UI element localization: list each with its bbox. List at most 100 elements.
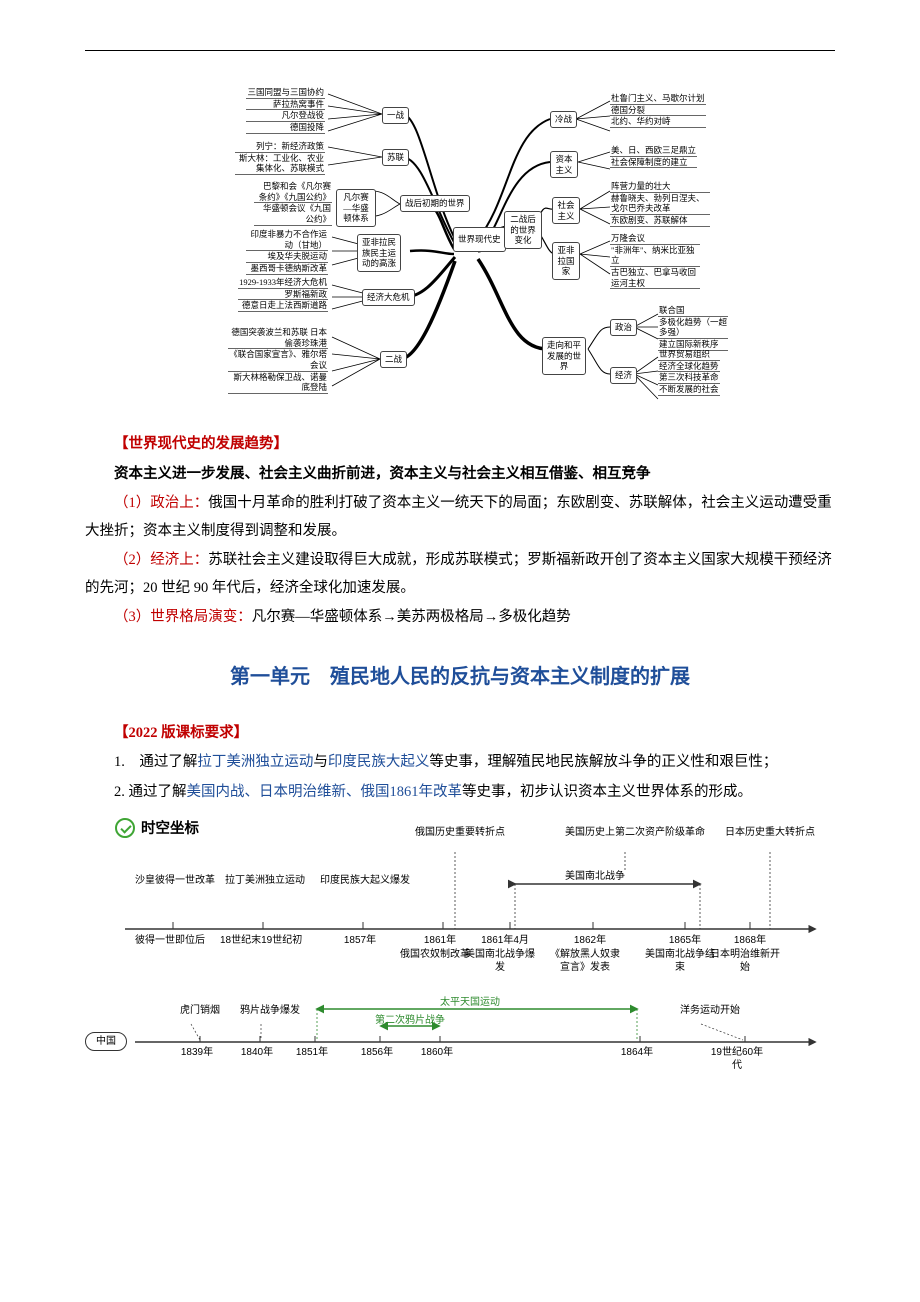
leaf: 联合国 — [658, 305, 728, 317]
leaf: 华盛顿会议《九国公约》 — [254, 203, 332, 225]
tl-label: 沙皇彼得一世改革 — [135, 874, 205, 887]
leaf: 1929-1933年经济大危机 — [238, 277, 328, 289]
mm-node-ussr: 苏联 — [382, 149, 409, 166]
trend-summary: 资本主义进一步发展、社会主义曲折前进，资本主义与社会主义相互借鉴、相互竞争 — [85, 461, 835, 489]
mm-leaves-cap: 美、日、西欧三足鼎立 社会保障制度的建立 — [610, 145, 697, 168]
tl-sub: 《解放黑人奴隶宣言》发表 — [550, 948, 620, 974]
leaf: 多极化趋势（一超多强） — [658, 317, 728, 339]
tl-label: 印度民族大起义爆发 — [320, 874, 400, 887]
mm-node-cap: 资本主义 — [550, 151, 578, 178]
mm-leaves-eco: 世界贸易组织 经济全球化趋势 第三次科技革命 不断发展的社会 — [658, 349, 720, 396]
leaf: 《联合国家宣言》、雅尔塔会议 — [228, 349, 328, 371]
leaf: 埃及华夫脱运动 — [246, 251, 328, 263]
mm-leaves-cold: 杜鲁门主义、马歇尔计划 德国分裂 北约、华约对峙 — [610, 93, 706, 128]
req-1: 1. 通过了解拉丁美洲独立运动与印度民族大起义等史事，理解殖民地民族解放斗争的正… — [85, 749, 835, 777]
mm-node-crisis: 经济大危机 — [362, 289, 415, 306]
para-pattern: （3）世界格局演变：凡尔赛—华盛顿体系→美苏两极格局→多极化趋势 — [85, 604, 835, 632]
leaf: 万隆会议 — [610, 233, 700, 245]
mindmap-diagram: 世界现代史 一战 苏联 战后初期的世界 凡尔赛—华盛顿体系 亚非拉民族民主运动的… — [190, 79, 730, 419]
leaf: 不断发展的社会 — [658, 384, 720, 396]
tl-cn-year: 1839年 — [167, 1046, 227, 1059]
leaf: 墨西哥卡德纳斯改革 — [246, 263, 328, 275]
mm-node-versailles: 凡尔赛—华盛顿体系 — [336, 189, 376, 227]
leaf: 世界贸易组织 — [658, 349, 720, 361]
tl-cn-year: 1860年 — [407, 1046, 467, 1059]
tl-cn-year: 1856年 — [347, 1046, 407, 1059]
leaf: 斯大林：工业化、农业集体化、苏联模式 — [235, 153, 325, 175]
leaf: 德意日走上法西斯道路 — [238, 300, 328, 312]
tl-war-label: 美国南北战争 — [565, 870, 625, 883]
tl-year: 1857年 — [325, 934, 395, 947]
tl-label: 拉丁美洲独立运动 — [225, 874, 295, 887]
mm-node-aal: 亚非拉民族民主运动的高涨 — [357, 234, 401, 272]
leaf: 巴黎和会《凡尔赛条约》《九国公约》 — [254, 181, 332, 203]
unit-title: 第一单元 殖民地人民的反抗与资本主义制度的扩展 — [85, 658, 835, 696]
leaf: 三国同盟与三国协约 — [246, 87, 325, 99]
tl-sub: 日本明治维新开始 — [710, 948, 780, 974]
mm-node-aa: 亚非拉国家 — [552, 242, 580, 280]
leaf: 罗斯福新政 — [238, 289, 328, 301]
mm-leaves-ww2: 德国突袭波兰和苏联 日本偷袭珍珠港 《联合国家宣言》、雅尔塔会议 斯大林格勒保卫… — [228, 327, 328, 394]
tl-callout: 日本历史重大转折点 — [725, 826, 815, 839]
leaf: 德国突袭波兰和苏联 日本偷袭珍珠港 — [228, 327, 328, 349]
mm-leaves-aal: 印度非暴力不合作运动（甘地） 埃及华夫脱运动 墨西哥卡德纳斯改革 — [246, 229, 328, 275]
mm-node-postwar: 战后初期的世界 — [400, 195, 470, 212]
para-politics: （1）政治上：俄国十月革命的胜利打破了资本主义一统天下的局面；东欧剧变、苏联解体… — [85, 490, 835, 545]
trend-title: 【世界现代史的发展趋势】 — [85, 431, 835, 459]
leaf: "非洲年"、纳米比亚独立 — [610, 245, 700, 267]
mm-leaves-ww1: 三国同盟与三国协约 萨拉热窝事件 凡尔登战役 德国投降 — [246, 87, 325, 134]
leaf: 第三次科技革命 — [658, 372, 720, 384]
tl-cn-label: 鸦片战争爆发 — [225, 1004, 315, 1017]
mm-leaves-vers: 巴黎和会《凡尔赛条约》《九国公约》 华盛顿会议《九国公约》 — [254, 181, 332, 226]
tl-cn-label: 洋务运动开始 — [665, 1004, 755, 1017]
tl-cn-year: 1864年 — [607, 1046, 667, 1059]
tl-cn-year: 1851年 — [282, 1046, 342, 1059]
leaf: 美、日、西欧三足鼎立 — [610, 145, 697, 157]
tl-year: 1862年 — [555, 934, 625, 947]
leaf: 社会保障制度的建立 — [610, 157, 697, 169]
mm-leaves-soc: 阵营力量的壮大 赫鲁晓夫、勃列日涅夫、戈尔巴乔夫改革 东欧剧变、苏联解体 — [610, 181, 710, 227]
page-top-rule — [85, 50, 835, 51]
mm-node-pol: 政治 — [610, 319, 637, 336]
para-economy: （2）经济上：苏联社会主义建设取得巨大成就，形成苏联模式；罗斯福新政开创了资本主… — [85, 547, 835, 602]
mm-leaves-ussr: 列宁：新经济政策 斯大林：工业化、农业集体化、苏联模式 — [235, 141, 325, 175]
tl-sub: 俄国农奴制改革 — [400, 948, 470, 961]
mm-leaves-crisis: 1929-1933年经济大危机 罗斯福新政 德意日走上法西斯道路 — [238, 277, 328, 312]
tl-sub: 美国南北战争结束 — [645, 948, 715, 974]
tl-callout: 俄国历史重要转折点 — [415, 826, 505, 839]
leaf: 古巴独立、巴拿马收回运河主权 — [610, 267, 700, 289]
leaf: 赫鲁晓夫、勃列日涅夫、戈尔巴乔夫改革 — [610, 193, 710, 215]
tl-year: 彼得一世即位后 — [135, 934, 205, 947]
tl-sub: 美国南北战争爆发 — [465, 948, 535, 974]
leaf: 凡尔登战役 — [246, 110, 325, 122]
mm-leaves-pol: 联合国 多极化趋势（一超多强） 建立国际新秩序 — [658, 305, 728, 351]
tl-cn-year: 1840年 — [227, 1046, 287, 1059]
req-2: 2. 通过了解美国内战、日本明治维新、俄国1861年改革等史事，初步认识资本主义… — [85, 779, 835, 807]
leaf: 斯大林格勒保卫战、诺曼底登陆 — [228, 372, 328, 394]
tl-year: 1861年4月 — [470, 934, 540, 947]
timeline-diagram: 时空坐标 — [85, 814, 825, 1094]
leaf: 印度非暴力不合作运动（甘地） — [246, 229, 328, 251]
tl-cn-label: 第二次鸦片战争 — [365, 1014, 455, 1027]
leaf: 列宁：新经济政策 — [235, 141, 325, 153]
leaf: 德国投降 — [246, 122, 325, 134]
tl-year: 18世纪末19世纪初 — [220, 934, 290, 947]
tl-year: 1868年 — [715, 934, 785, 947]
tl-callout: 美国历史上第二次资产阶级革命 — [565, 826, 685, 839]
tl-cn-year: 19世纪60年代 — [707, 1046, 767, 1072]
leaf: 萨拉热窝事件 — [246, 99, 325, 111]
leaf: 经济全球化趋势 — [658, 361, 720, 373]
mm-node-coldwar: 冷战 — [550, 111, 577, 128]
mm-node-soc: 社会主义 — [552, 197, 580, 224]
tl-year: 1861年 — [405, 934, 475, 947]
mm-node-ww1: 一战 — [382, 107, 409, 124]
mm-node-eco: 经济 — [610, 367, 637, 384]
mm-center: 世界现代史 — [453, 227, 506, 252]
mm-node-ww2: 二战 — [380, 351, 407, 368]
tl-china-box: 中国 — [85, 1032, 127, 1051]
mm-leaves-aa: 万隆会议 "非洲年"、纳米比亚独立 古巴独立、巴拿马收回运河主权 — [610, 233, 700, 289]
leaf: 杜鲁门主义、马歇尔计划 — [610, 93, 706, 105]
mm-node-postww2: 二战后的世界变化 — [504, 211, 542, 249]
tl-year: 1865年 — [650, 934, 720, 947]
mm-node-peace: 走向和平发展的世界 — [542, 337, 586, 375]
